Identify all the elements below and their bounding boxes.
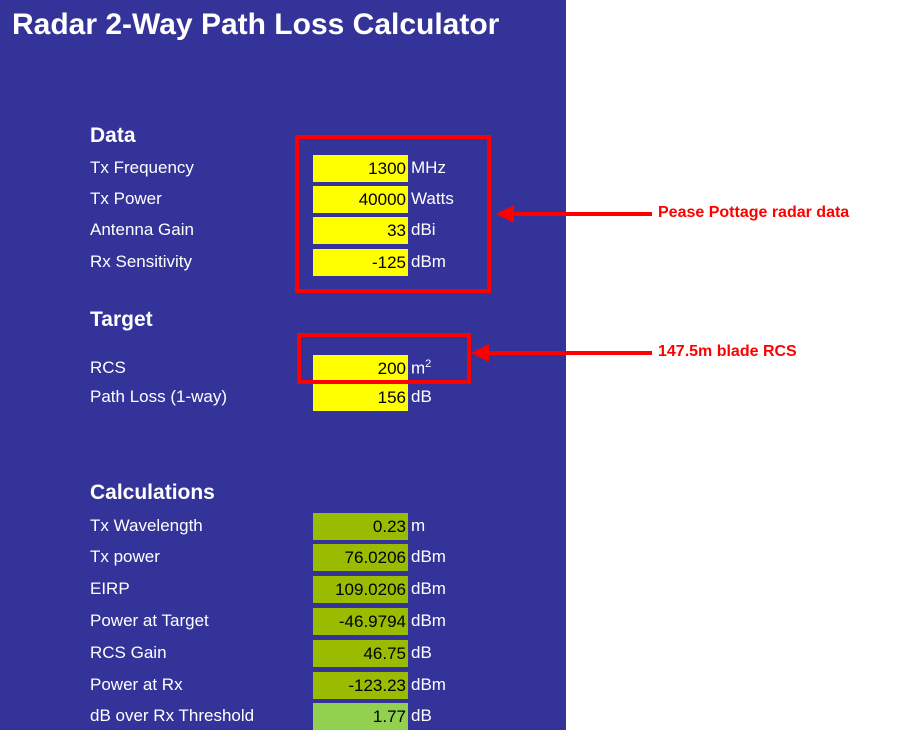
value-cell: -125 xyxy=(313,249,408,276)
value-cell: -123.23 xyxy=(313,672,408,699)
highlight-box xyxy=(295,135,491,293)
row-label: Power at Target xyxy=(90,611,209,630)
unit-text: m xyxy=(411,516,426,535)
value-cell: 46.75 xyxy=(313,640,408,667)
row-label: RCS xyxy=(90,358,126,377)
unit-label: dBm xyxy=(411,252,446,272)
annotation: Pease Pottage radar data xyxy=(658,204,850,221)
unit-label: MHz xyxy=(411,158,446,178)
unit-text: dB xyxy=(411,387,432,406)
row-label: Tx Power xyxy=(90,189,162,208)
value-cell: 200 xyxy=(313,355,408,382)
unit-label: m xyxy=(411,516,425,536)
unit-label: dBm xyxy=(411,675,446,695)
unit-label: dBi xyxy=(411,220,436,240)
title: Radar 2-Way Path Loss Calculator xyxy=(12,8,500,41)
row-label: Path Loss (1-way) xyxy=(90,387,227,406)
unit-text: Watts xyxy=(411,189,454,208)
row-label: Antenna Gain xyxy=(90,220,194,239)
section-heading: Data xyxy=(90,124,136,147)
unit-text: MHz xyxy=(411,158,446,177)
unit-text: m xyxy=(411,358,426,378)
unit-label: Watts xyxy=(411,189,454,209)
arrow-head xyxy=(471,344,489,362)
section-heading: Calculations xyxy=(90,481,215,504)
unit-text: dB xyxy=(411,706,432,725)
sheet-panel: Radar 2-Way Path Loss Calculator Data Tx … xyxy=(0,0,566,730)
value-cell: 76.0206 xyxy=(313,544,408,571)
value-cell: 0.23 xyxy=(313,513,408,540)
highlight-box xyxy=(297,333,471,384)
value-cell: -46.9794 xyxy=(313,608,408,635)
unit-text: dBm xyxy=(411,611,446,630)
unit-text: dBm xyxy=(411,252,446,271)
value-cell: 40000 xyxy=(313,186,408,213)
value-cell: 1.77 xyxy=(313,703,408,730)
unit-label: dB xyxy=(411,387,432,407)
value-cell: 1300 xyxy=(313,155,408,182)
row-label: Tx Wavelength xyxy=(90,516,203,535)
unit-text: dB xyxy=(411,643,432,662)
unit-label: m2 xyxy=(411,358,431,379)
unit-label: dBm xyxy=(411,579,446,599)
row-label: dB over Rx Threshold xyxy=(90,706,255,725)
row-label: EIRP xyxy=(90,579,130,598)
unit-text: dBm xyxy=(411,579,446,598)
value-cell: 109.0206 xyxy=(313,576,408,603)
annotation: 147.5m blade RCS xyxy=(658,343,797,360)
unit-label: dBm xyxy=(411,547,446,567)
unit-label: dB xyxy=(411,643,432,663)
row-label: Power at Rx xyxy=(90,675,183,694)
unit-superscript: 2 xyxy=(425,358,432,370)
row-label: RCS Gain xyxy=(90,643,167,662)
arrow-head xyxy=(496,205,514,223)
unit-label: dB xyxy=(411,706,432,726)
unit-text: dBi xyxy=(411,220,436,239)
row-label: Tx Frequency xyxy=(90,158,194,177)
section-heading: Target xyxy=(90,308,153,331)
unit-text: dBm xyxy=(411,675,446,694)
row-label: Rx Sensitivity xyxy=(90,252,193,271)
unit-text: dBm xyxy=(411,547,446,566)
row-label: Tx power xyxy=(90,547,160,566)
unit-label: dBm xyxy=(411,611,446,631)
value-cell: 33 xyxy=(313,217,408,244)
value-cell: 156 xyxy=(313,384,408,411)
